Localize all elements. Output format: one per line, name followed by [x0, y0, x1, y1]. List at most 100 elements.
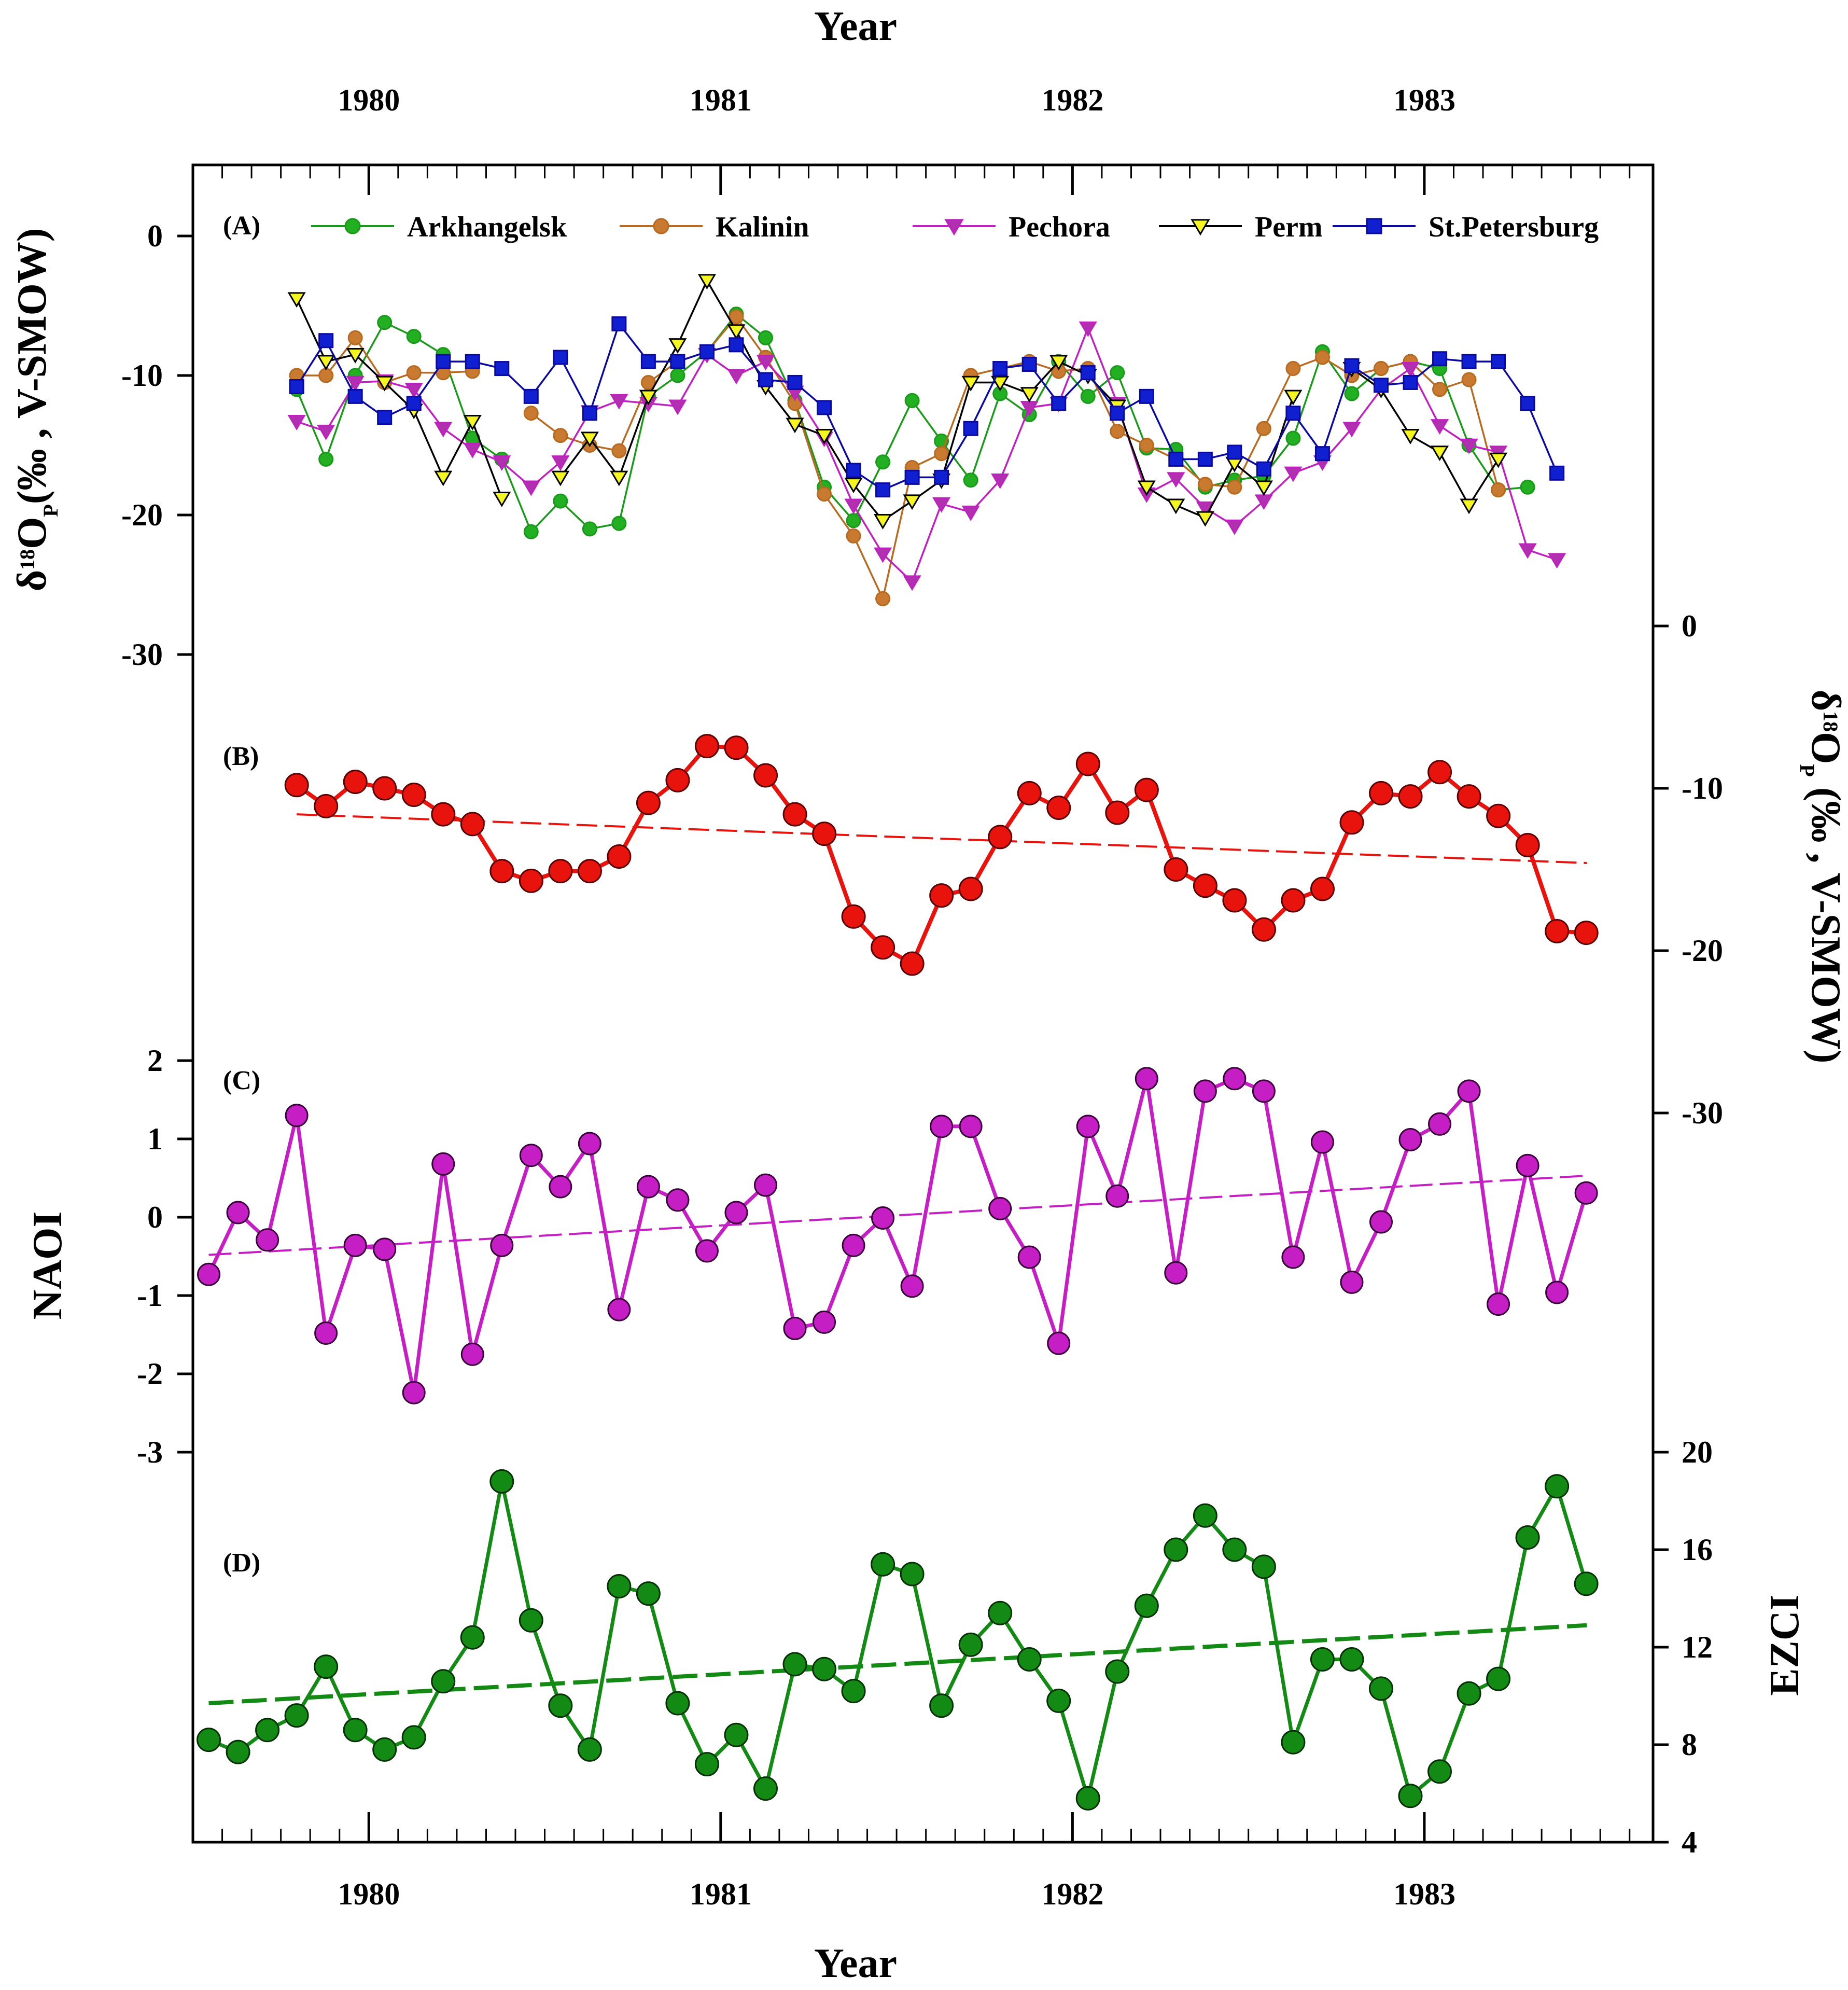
data-point	[1545, 1474, 1570, 1499]
data-point	[1227, 444, 1242, 460]
data-point	[377, 410, 393, 425]
data-point	[1046, 1688, 1071, 1713]
data-point	[932, 497, 951, 513]
data-point	[729, 309, 744, 325]
top-year-label: 1983	[1393, 83, 1455, 117]
data-point	[1167, 498, 1185, 514]
data-point	[1105, 1184, 1129, 1208]
top-year-label: 1981	[690, 83, 752, 117]
trend-line	[208, 1623, 1587, 1706]
data-point	[636, 1175, 660, 1199]
data-point	[1134, 1593, 1159, 1618]
data-point	[1314, 446, 1330, 462]
data-point	[607, 1574, 632, 1598]
data-point	[639, 389, 657, 406]
data-point	[963, 472, 978, 488]
legend: Arkhangelsk Kalinin Pechora Perm St.Petersbu…	[311, 211, 1599, 243]
data-point	[1432, 351, 1448, 367]
panel-d-ezci: 20 16 12 8 4 EZCI (D)	[197, 1435, 1808, 1859]
panel-b-ylabel-part: 18	[1819, 711, 1843, 732]
data-point	[1075, 1786, 1100, 1811]
plot-frame	[191, 163, 1655, 1844]
data-point	[522, 480, 540, 496]
data-point	[1373, 378, 1389, 393]
data-point	[1487, 1292, 1510, 1316]
panel-d-y-label: 16	[1682, 1533, 1713, 1567]
data-point	[1227, 479, 1242, 495]
data-point	[988, 825, 1013, 850]
panel-c-y-label: -2	[137, 1357, 163, 1391]
panel-c-naoi: 2 1 0 -1 -2 -3 NAOI (C)	[25, 1043, 1598, 1469]
data-point	[1193, 1503, 1217, 1528]
data-point	[406, 396, 422, 411]
data-point	[1110, 365, 1125, 381]
data-point	[1164, 1537, 1188, 1562]
bottom-year-label: 1981	[690, 1877, 752, 1911]
data-point	[489, 859, 514, 884]
data-point	[668, 399, 687, 415]
data-point	[1574, 1181, 1598, 1205]
data-point	[1574, 1571, 1599, 1596]
data-point	[903, 575, 921, 591]
data-point	[1310, 1647, 1335, 1672]
data-point	[1021, 356, 1037, 372]
data-point	[255, 1718, 280, 1743]
data-point	[695, 1239, 719, 1263]
data-point	[607, 1298, 631, 1321]
data-point	[1401, 361, 1420, 378]
data-point	[934, 446, 949, 462]
data-point	[903, 494, 921, 510]
legend-marker	[1191, 219, 1210, 236]
data-point	[786, 418, 804, 434]
data-point	[1545, 919, 1570, 943]
data-point	[1369, 781, 1394, 805]
data-point	[1344, 386, 1360, 401]
data-point	[1314, 350, 1330, 365]
bottom-year-axis: 1980 1981 1982 1983 Year	[192, 1812, 1631, 1986]
data-point	[1193, 1079, 1217, 1103]
data-point	[577, 859, 602, 884]
data-point	[1369, 1210, 1393, 1234]
data-point	[727, 324, 746, 340]
data-point	[988, 1196, 1012, 1220]
data-point	[549, 1175, 572, 1199]
data-point	[782, 1652, 807, 1677]
panel-a-y-label: -20	[121, 498, 163, 532]
data-point	[1080, 365, 1096, 381]
data-point	[670, 368, 685, 383]
data-point	[373, 1237, 397, 1261]
data-point	[813, 1310, 836, 1334]
data-point	[875, 454, 891, 470]
data-point	[1339, 1647, 1364, 1672]
data-point	[343, 769, 368, 794]
legend-label: Perm	[1255, 211, 1323, 243]
panel-d-y-label: 12	[1682, 1630, 1713, 1664]
series-line	[207, 1077, 1588, 1395]
data-point	[197, 1262, 221, 1286]
data-point	[314, 1654, 339, 1679]
data-point	[1252, 1079, 1276, 1103]
data-point	[460, 1342, 484, 1366]
data-point	[577, 1737, 602, 1762]
data-point	[1080, 388, 1096, 404]
data-point	[1398, 1128, 1422, 1152]
top-axis-title: Year	[814, 4, 897, 49]
data-point	[1251, 1554, 1276, 1579]
data-point	[314, 1321, 338, 1345]
panel-b-y-label: -10	[1682, 771, 1723, 805]
data-point	[1457, 1079, 1481, 1103]
data-point	[1520, 396, 1535, 411]
data-point	[434, 422, 453, 438]
data-point	[490, 1233, 514, 1257]
data-point	[1110, 424, 1125, 439]
panel-a-ylabel-part: δ	[9, 570, 55, 592]
data-point	[1432, 382, 1448, 397]
data-point	[697, 274, 717, 290]
data-point	[377, 315, 393, 330]
panel-a-station-isotopes: 0 -10 -20 -30 δ18OP(‰ , V-SMOW) (A) Arkhangels…	[9, 211, 1599, 672]
data-point	[1486, 1666, 1511, 1691]
data-point	[787, 374, 803, 390]
panel-b-ylabel-part: (‰ , V-SMOW)	[1803, 777, 1848, 1064]
data-point	[1281, 888, 1306, 913]
data-point	[226, 1739, 250, 1764]
